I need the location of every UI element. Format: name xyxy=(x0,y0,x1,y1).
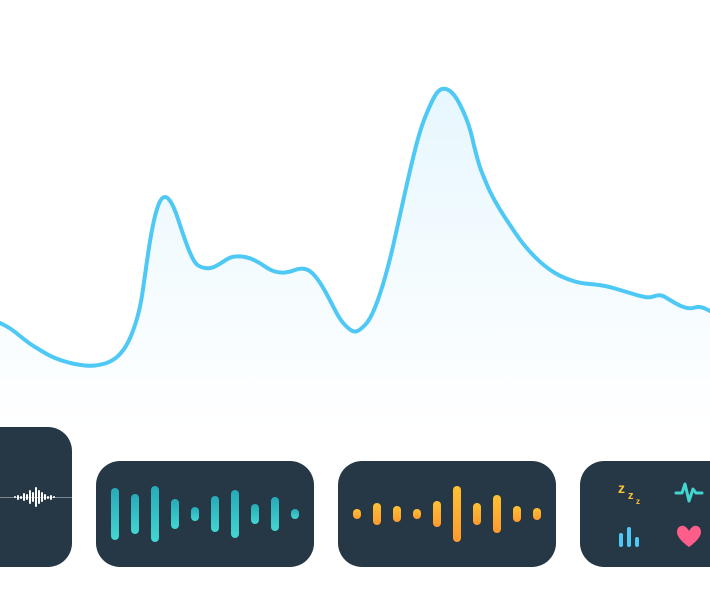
main-line-chart xyxy=(0,0,710,430)
svg-text:z: z xyxy=(628,490,634,502)
heart-icon xyxy=(674,523,704,549)
health-icons-card[interactable]: z z z xyxy=(580,461,710,567)
pulse-icon xyxy=(674,479,704,505)
teal-bars-card[interactable] xyxy=(96,461,314,567)
waveform-card[interactable] xyxy=(0,427,72,567)
sleep-zz-icon: z z z xyxy=(616,479,646,505)
bars-icon xyxy=(616,523,646,549)
teal-bars-icon xyxy=(111,479,299,549)
orange-bars-card[interactable] xyxy=(338,461,556,567)
orange-bars-icon xyxy=(353,479,541,549)
health-icons-grid: z z z xyxy=(606,479,710,549)
waveform-baseline xyxy=(0,497,72,498)
card-row: z z z xyxy=(0,427,710,597)
svg-text:z: z xyxy=(618,480,625,496)
svg-text:z: z xyxy=(636,497,640,505)
